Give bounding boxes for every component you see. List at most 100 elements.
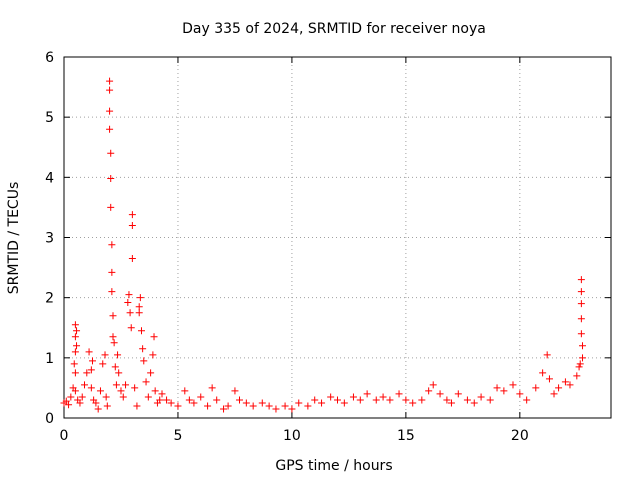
data-point [107,149,115,157]
data-point [395,390,403,398]
data-point [258,399,266,407]
data-point [463,396,471,404]
data-point [101,351,109,359]
data-point [119,393,127,401]
data-point [71,333,79,341]
data-point [71,348,79,356]
data-point [443,396,451,404]
chart-title: Day 335 of 2024, SRMTID for receiver noy… [182,21,486,37]
data-point [304,402,312,410]
data-point [532,384,540,392]
data-point [125,291,133,299]
data-point [126,309,134,317]
data-point [418,396,426,404]
data-point [96,387,104,395]
data-point [204,402,212,410]
data-point [106,77,114,85]
data-point [102,393,110,401]
data-point [88,357,96,365]
data-point [174,402,182,410]
y-tick-label: 5 [45,110,54,126]
data-point [110,339,118,347]
data-point [579,354,587,362]
y-tick-label: 3 [45,231,54,247]
data-point [67,393,75,401]
y-tick-labels: 0 1 2 3 4 5 6 [45,50,54,427]
data-point [566,381,574,389]
data-point [242,399,250,407]
data-point [579,342,587,350]
data-point [409,399,417,407]
y-tick-label: 6 [45,50,54,66]
y-tick-label: 4 [45,170,54,186]
data-point [73,342,81,350]
axis-ticks [63,56,611,419]
data-point [108,241,116,249]
data-point [231,387,239,395]
data-point [70,360,78,368]
data-point [106,125,114,133]
data-point [109,333,117,341]
data-point [106,86,114,94]
data-point [108,288,116,296]
data-point [197,393,205,401]
data-point [575,363,583,371]
data-point [133,402,141,410]
data-points [60,77,587,413]
data-point [318,399,326,407]
data-point [436,390,444,398]
data-point [249,402,257,410]
y-tick-label: 1 [45,351,54,367]
x-axis-label: GPS time / hours [275,458,392,474]
data-point [92,399,100,407]
data-point [139,345,147,353]
data-point [135,309,143,317]
data-point [128,221,136,229]
data-point [115,369,123,377]
data-point [107,175,115,183]
data-point [131,384,139,392]
x-tick-labels: 0 5 10 15 20 [60,428,529,444]
data-point [577,276,585,284]
data-point [447,399,455,407]
data-point [386,396,394,404]
data-point [550,390,558,398]
data-point [142,378,150,386]
data-point [71,369,79,377]
data-point [349,393,357,401]
data-point [147,369,155,377]
data-point [235,396,243,404]
data-point [272,405,280,413]
data-point [523,396,531,404]
data-point [288,405,296,413]
grid-lines [64,57,611,418]
x-tick-label: 20 [511,428,529,444]
data-point [128,211,136,219]
data-point [81,381,89,389]
data-point [112,381,120,389]
data-point [106,107,114,115]
data-point [509,381,517,389]
x-tick-label: 10 [283,428,301,444]
data-point [122,381,130,389]
data-point [500,387,508,395]
data-point [158,390,166,398]
data-point [99,360,107,368]
y-tick-label: 0 [45,411,54,427]
data-point [71,321,79,329]
data-point [190,399,198,407]
data-point [151,387,159,395]
data-point [111,363,119,371]
data-point [208,384,216,392]
data-point [76,399,84,407]
data-point [136,294,144,302]
data-point [163,396,171,404]
data-point [140,357,148,365]
data-point [94,405,102,413]
data-point [103,402,111,410]
data-point [224,402,232,410]
data-point [576,360,584,368]
data-point [577,330,585,338]
data-point [87,366,95,374]
data-point [85,348,93,356]
